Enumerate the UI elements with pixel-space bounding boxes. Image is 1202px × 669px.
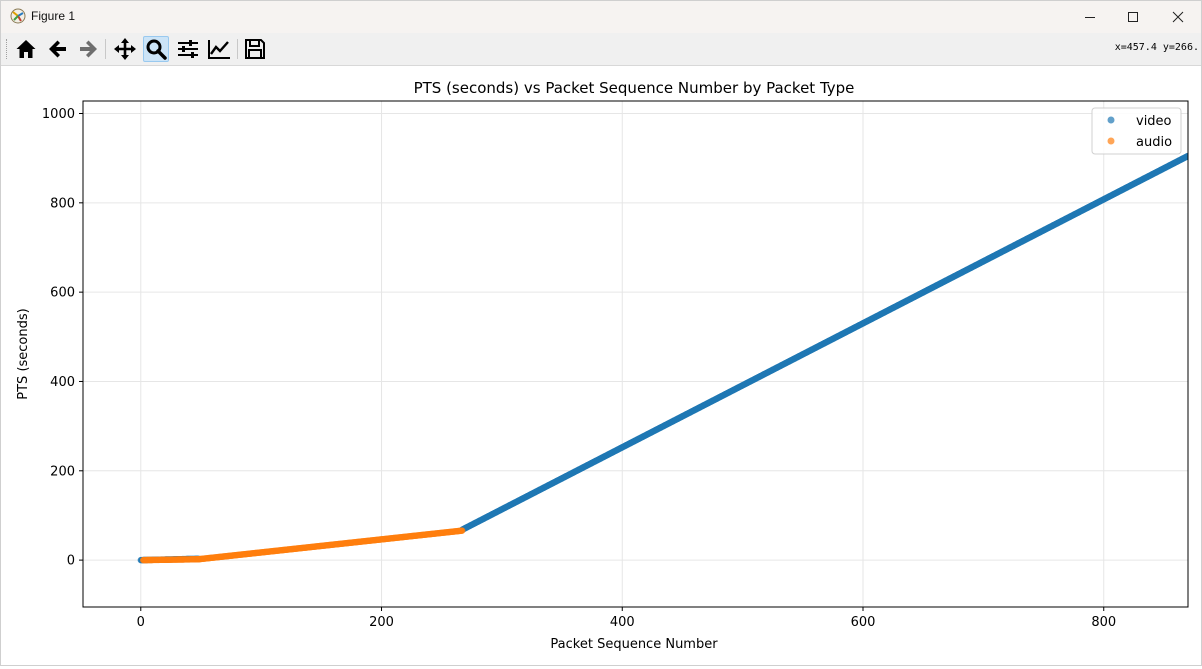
y-axis-label: PTS (seconds): [16, 308, 31, 399]
toolbar-separator: [237, 39, 238, 59]
zoom-icon: [146, 39, 167, 60]
data-point: [459, 527, 466, 534]
legend-label: audio: [1136, 135, 1172, 150]
y-tick-label: 0: [67, 554, 75, 569]
x-tick-label: 0: [137, 615, 145, 630]
home-button[interactable]: [13, 36, 39, 62]
save-button[interactable]: [242, 36, 268, 62]
y-tick-label: 600: [50, 286, 75, 301]
subplots-button[interactable]: [175, 36, 201, 62]
x-tick-label: 400: [610, 615, 635, 630]
arrow-left-icon: [49, 40, 66, 58]
line-chart-icon: [208, 40, 230, 59]
maximize-icon: [1128, 12, 1138, 22]
y-tick-label: 1000: [42, 107, 75, 122]
y-tick-label: 800: [50, 196, 75, 211]
x-tick-label: 800: [1091, 615, 1116, 630]
home-icon: [16, 40, 36, 58]
minimize-icon: [1085, 17, 1095, 18]
maximize-button[interactable]: [1110, 1, 1156, 33]
pan-button[interactable]: [112, 36, 138, 62]
legend-marker: [1107, 137, 1115, 145]
matplotlib-figure-icon: [10, 8, 26, 24]
series-video: [137, 152, 1188, 564]
x-tick-label: 200: [369, 615, 394, 630]
legend-label: video: [1136, 114, 1172, 129]
move-icon: [114, 38, 136, 60]
minimize-button[interactable]: [1067, 1, 1113, 33]
title-bar: Figure 1: [1, 1, 1201, 33]
scatter-chart[interactable]: PTS (seconds) vs Packet Sequence Number …: [1, 66, 1201, 665]
legend: video audio: [1091, 107, 1182, 155]
legend-marker: [1107, 116, 1115, 124]
chart-title: PTS (seconds) vs Packet Sequence Number …: [414, 79, 855, 97]
toolbar-separator: [105, 39, 106, 59]
series-audio: [140, 527, 466, 564]
figure-canvas[interactable]: PTS (seconds) vs Packet Sequence Number …: [1, 66, 1201, 665]
x-axis-label: Packet Sequence Number: [550, 637, 718, 652]
window-title: Figure 1: [31, 9, 76, 23]
toolbar-grip: [6, 39, 9, 59]
navigation-toolbar: x=457.4 y=266.: [1, 33, 1201, 66]
edit-axis-button[interactable]: [206, 36, 232, 62]
zoom-button[interactable]: [143, 36, 169, 62]
x-tick-label: 600: [851, 615, 876, 630]
axes-frame: [82, 100, 1189, 608]
save-icon: [245, 39, 265, 59]
back-button[interactable]: [45, 36, 71, 62]
y-tick-label: 200: [50, 464, 75, 479]
y-tick-label: 400: [50, 375, 75, 390]
data-point: [1184, 152, 1188, 160]
forward-button[interactable]: [75, 36, 101, 62]
close-icon: [1172, 11, 1184, 23]
close-button[interactable]: [1155, 1, 1201, 33]
sliders-icon: [178, 40, 198, 58]
cursor-coordinates: x=457.4 y=266.: [1114, 42, 1199, 53]
arrow-right-icon: [80, 40, 97, 58]
